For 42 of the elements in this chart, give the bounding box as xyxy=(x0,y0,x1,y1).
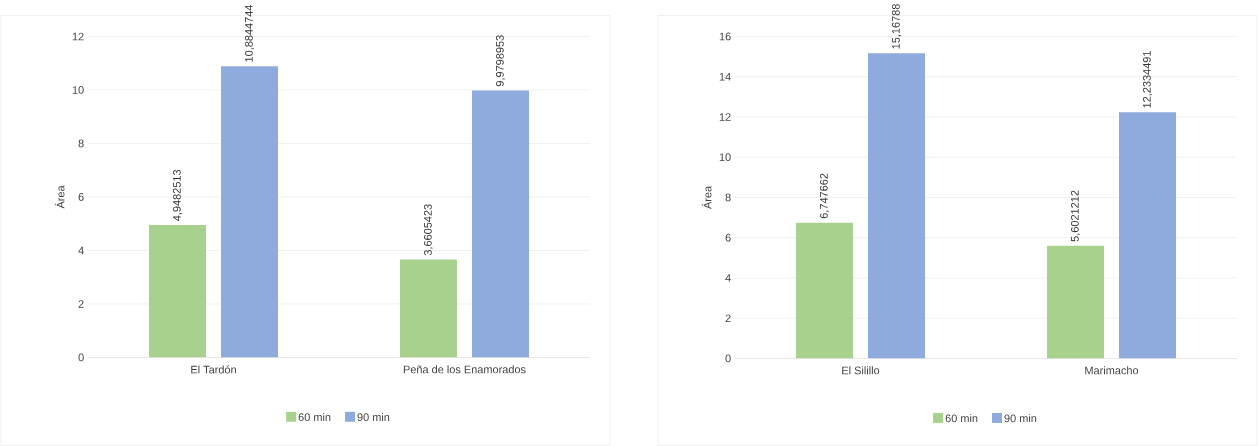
y-axis-title: Área xyxy=(701,185,712,209)
y-tick-label: 4 xyxy=(78,246,84,255)
y-tick-label: 0 xyxy=(725,354,731,363)
y-tick-label: 10 xyxy=(719,153,731,161)
y-tick-label: 14 xyxy=(719,72,731,81)
bar xyxy=(1119,112,1177,359)
data-label: 6,747662 xyxy=(819,173,830,219)
bar xyxy=(149,224,207,358)
bar xyxy=(400,259,458,358)
data-label: 9,9798953 xyxy=(495,35,506,86)
legend-label: 90 min xyxy=(1004,413,1037,422)
y-tick-label: 6 xyxy=(78,192,84,201)
bar xyxy=(472,90,530,358)
y-tick-label: 12 xyxy=(719,112,731,121)
y-tick-label: 8 xyxy=(725,193,731,202)
y-tick-label: 12 xyxy=(72,32,84,41)
x-tick-label: Peña de los Enamorados xyxy=(403,365,526,374)
data-label: 5,6021212 xyxy=(1070,190,1081,242)
legend-label: 90 min xyxy=(357,412,390,421)
bar xyxy=(221,66,279,358)
data-label: 10,8844744 xyxy=(244,4,255,62)
data-label: 15,16788 xyxy=(891,3,902,49)
y-tick-label: 4 xyxy=(725,273,731,282)
y-tick-label: 6 xyxy=(725,233,731,242)
data-label: 12,2334491 xyxy=(1142,50,1153,108)
y-axis-title: Área xyxy=(54,185,65,209)
bar xyxy=(868,52,926,359)
legend-label: 60 min xyxy=(945,413,978,422)
data-label: 4,9482513 xyxy=(172,169,183,221)
legend-label: 60 min xyxy=(298,412,331,421)
x-tick-label: El Silillo xyxy=(842,366,880,375)
y-tick-label: 2 xyxy=(725,314,731,322)
data-label: 3,6605423 xyxy=(423,204,434,256)
y-tick-label: 16 xyxy=(719,32,731,41)
y-tick-label: 8 xyxy=(78,139,84,148)
bar xyxy=(796,222,854,359)
y-tick-label: 10 xyxy=(72,85,84,94)
x-tick-label: El Tardón xyxy=(191,365,236,374)
y-tick-label: 2 xyxy=(78,299,84,308)
x-tick-label: Marimacho xyxy=(1085,366,1139,375)
y-tick-label: 0 xyxy=(78,353,84,362)
bar xyxy=(1047,245,1104,359)
